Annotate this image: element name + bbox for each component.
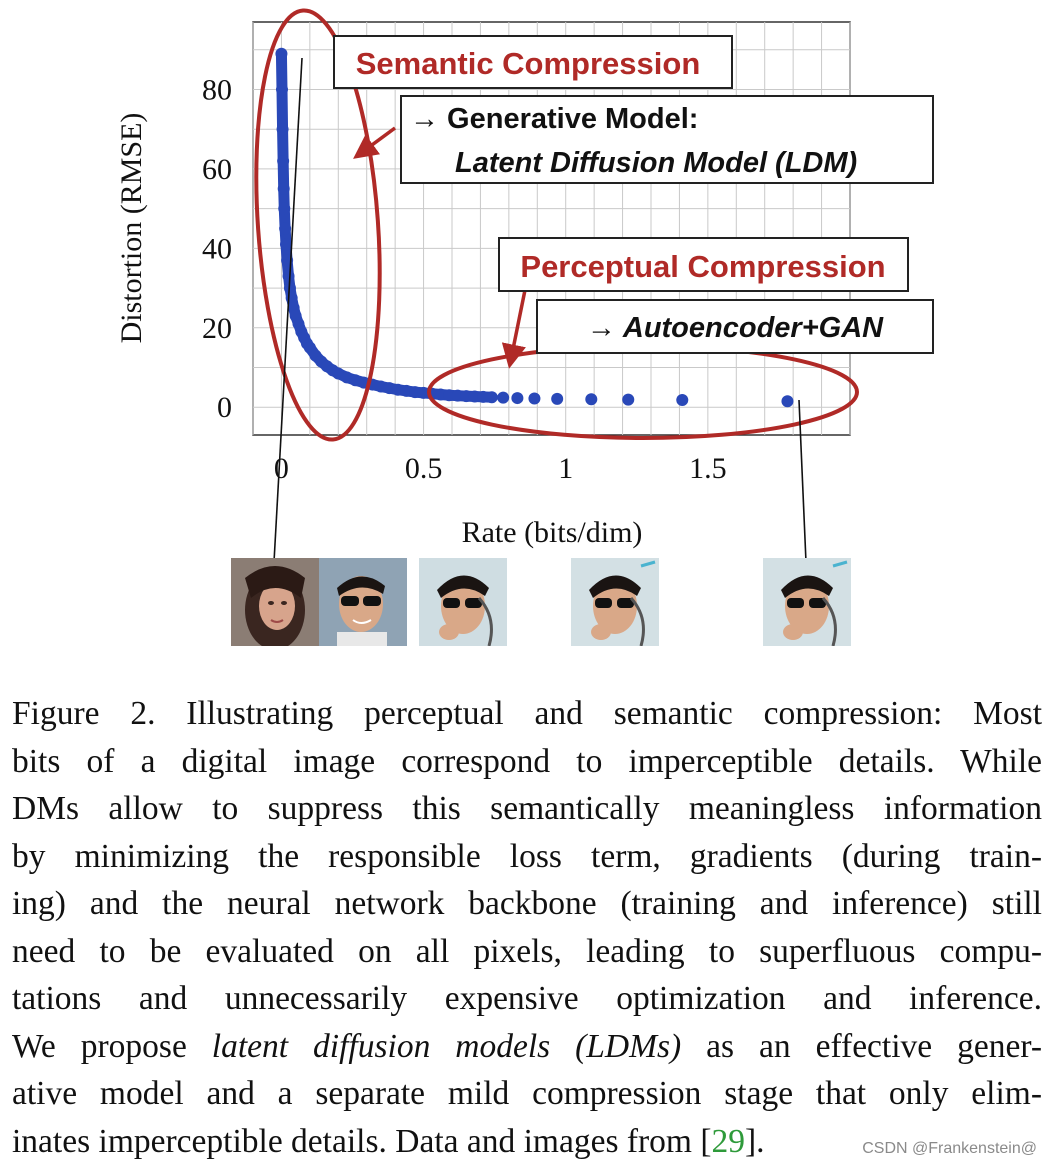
caption-text: We propose (12, 1027, 212, 1065)
data-point (443, 389, 456, 402)
semantic-arrow (353, 126, 397, 159)
data-point (551, 392, 564, 405)
caption-italic-ldm: latent diffusion models (LDMs) (211, 1027, 682, 1065)
x-tick-label: 0.5 (405, 452, 443, 485)
caption-line: bits of a digital image correspond to im… (12, 742, 1042, 780)
generative-model-box (400, 95, 934, 184)
semantic-compression-label: Semantic Compression (356, 46, 701, 81)
caption-line: inates imperceptible details. Data and i… (12, 1118, 1042, 1166)
caption-line: ative model and a separate mild compress… (12, 1075, 1042, 1112)
data-point (285, 291, 298, 304)
data-point (676, 394, 689, 407)
data-point (275, 47, 288, 60)
y-axis-label: Distortion (RMSE) (115, 113, 148, 344)
y-tick-label: 80 (202, 74, 232, 107)
data-point (279, 238, 292, 251)
caption-text: inates imperceptible details. Data and i… (12, 1122, 712, 1160)
perceptual-compression-box (498, 237, 909, 292)
face-thumbnail-sunglasses-1 (319, 558, 407, 646)
caption-text: as an effective gener- (681, 1027, 1043, 1065)
data-point (511, 392, 524, 405)
x-tick-label: 1.5 (689, 452, 727, 485)
y-tick-label: 0 (217, 391, 232, 424)
perceptual-compression-label: Perceptual Compression (520, 249, 885, 284)
data-point (585, 393, 598, 406)
data-point (275, 83, 288, 96)
caption-line: Figure 2. Illustrating perceptual and se… (12, 695, 1042, 732)
x-tick-label: 0 (274, 452, 289, 485)
data-point (460, 390, 473, 403)
data-point (276, 123, 289, 136)
data-point (781, 395, 794, 408)
caption-line: tations and unnecessarily expensive opti… (12, 980, 1042, 1017)
tick-labels: 0 0.5 1 1.5 0 20 40 60 80 (202, 74, 727, 485)
perceptual-arrow (501, 289, 527, 369)
x-tick-label: 1 (558, 452, 573, 485)
caption-line: We propose latent diffusion models (LDMs… (12, 1023, 1042, 1071)
data-point (279, 222, 292, 235)
plot-area (252, 21, 851, 436)
data-point (622, 393, 635, 406)
caption-line: ing) and the neural network backbone (tr… (12, 885, 1042, 922)
leader-line-left (273, 57, 303, 563)
semantic-compression-box (333, 35, 733, 89)
caption-line: need to be evaluated on all pixels, lead… (12, 932, 1042, 970)
figure-caption: Figure 2. Illustrating perceptual and se… (12, 690, 1042, 1165)
data-point (277, 154, 290, 167)
data-point (528, 392, 541, 405)
data-point (451, 389, 464, 402)
leader-line-right (798, 399, 807, 563)
data-point (477, 390, 490, 403)
citation-link[interactable]: 29 (711, 1122, 746, 1160)
caption-text: ]. (745, 1122, 765, 1160)
ldm-label: Latent Diffusion Model (LDM) (455, 147, 857, 179)
face-thumbnail-sunglasses-4 (763, 558, 851, 646)
y-tick-label: 60 (202, 153, 232, 186)
face-thumbnail-sunglasses-3 (571, 558, 659, 646)
data-point (277, 182, 290, 195)
caption-line: DMs allow to suppress this semantically … (12, 790, 1042, 827)
data-point (468, 390, 481, 403)
data-point (282, 270, 295, 283)
face-thumbnail-original (231, 558, 319, 646)
generative-model-label: → Generative Model: (410, 103, 698, 135)
autoencoder-gan-label: → Autoencoder+GAN (587, 312, 884, 344)
data-point (497, 391, 510, 404)
data-series (275, 47, 794, 408)
x-axis-label: Rate (bits/dim) (462, 516, 643, 549)
data-point (278, 202, 291, 215)
y-tick-label: 40 (202, 232, 232, 265)
y-tick-label: 20 (202, 312, 232, 345)
caption-line: by minimizing the responsible loss term,… (12, 837, 1042, 875)
face-thumbnail-sunglasses-2 (419, 558, 507, 646)
watermark: CSDN @Frankenstein@ (862, 1140, 1037, 1157)
data-point (485, 391, 498, 404)
autoencoder-gan-box (536, 299, 934, 354)
semantic-compression-ellipse (254, 8, 382, 442)
